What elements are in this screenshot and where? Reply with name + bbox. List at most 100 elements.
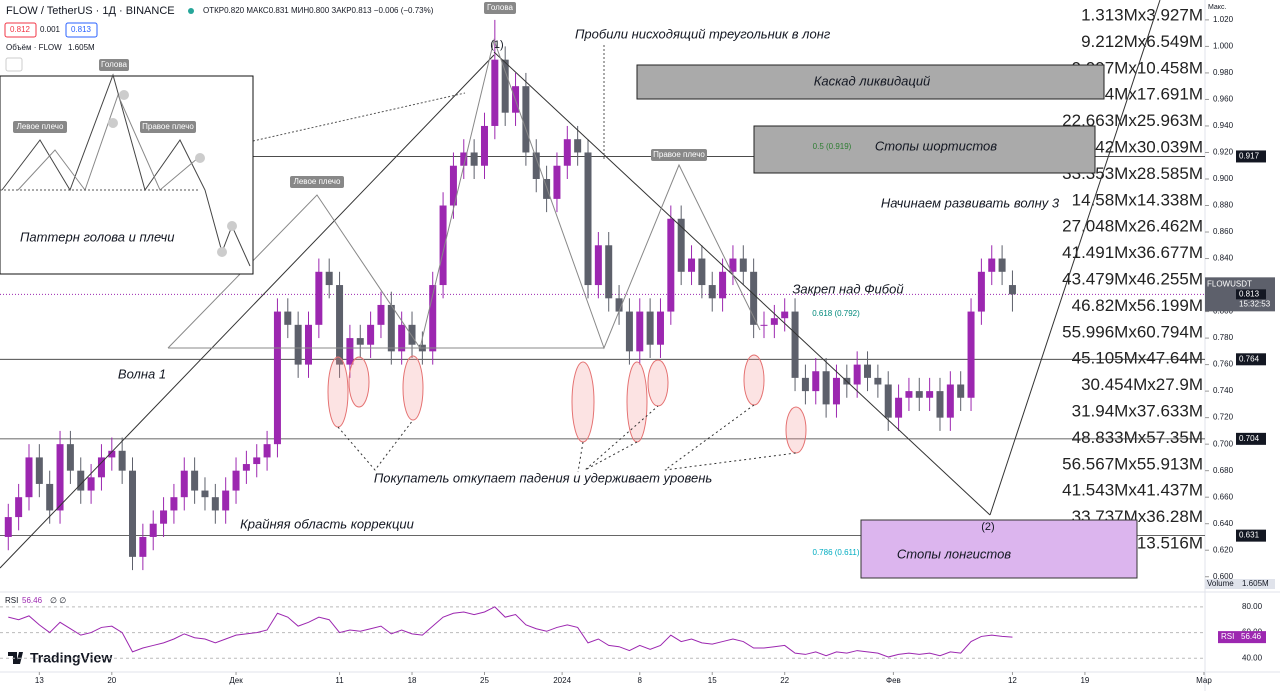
annotation-tag: Голова: [487, 3, 513, 12]
candle-body: [636, 311, 644, 352]
triangle-line: [493, 51, 991, 516]
fib-label: 0.786 (0.611): [813, 548, 860, 557]
candle-body: [398, 324, 406, 352]
volume-profile-label: 43.479Mx46.255M: [1062, 269, 1203, 288]
y-tick-label: 0.960: [1213, 95, 1234, 104]
candle-body: [905, 391, 913, 398]
pointer-line: [252, 92, 466, 142]
tag-bg: [99, 59, 129, 71]
rsi-value: 56.46: [22, 596, 43, 605]
dot: [108, 118, 118, 128]
volume-label: Объём · FLOW: [6, 43, 62, 52]
bid-box[interactable]: [4, 22, 37, 38]
candle-body: [232, 470, 240, 491]
ellipse: [327, 356, 349, 428]
tag-bg: [140, 121, 196, 133]
candle-body: [760, 324, 768, 326]
level-badge: [1236, 150, 1266, 163]
fib-label: 0.618 (0.792): [812, 309, 860, 318]
y-tick-label: 0.720: [1213, 413, 1234, 422]
volume-profile-label: 34.742Mx30.039M: [1062, 137, 1203, 156]
ellipse: [626, 361, 648, 443]
candle-body: [801, 377, 809, 392]
candle-body: [998, 258, 1006, 272]
candle-body: [884, 384, 892, 418]
candle-body: [325, 271, 333, 286]
long-stops-box: [860, 519, 1138, 579]
y-tick-label: 0.940: [1213, 121, 1234, 130]
level-label: 0.631: [1239, 531, 1260, 540]
candle-body: [139, 536, 147, 557]
volume-axis-label: Volume: [1207, 579, 1234, 588]
x-tick-label: Дек: [229, 676, 243, 685]
volume-profile-label: 45.105Mx47.64M: [1072, 349, 1203, 368]
x-tick-label: 15: [708, 676, 717, 685]
candle-body: [429, 285, 437, 352]
rsi-line: [8, 606, 1013, 658]
candles: [4, 19, 1016, 571]
inset-label: Левое плечо: [17, 122, 64, 131]
x-tick-label: 13: [35, 676, 44, 685]
candle-body: [160, 510, 168, 524]
candle-body: [770, 318, 778, 325]
annotation: Начинаем развивать волну 3: [881, 195, 1060, 210]
annotation: Стопы лонгистов: [897, 546, 1011, 561]
candle-body: [1008, 285, 1016, 295]
x-tick-label: Мар: [1196, 676, 1212, 685]
candle-body: [118, 450, 126, 471]
rsi-badge: [1218, 631, 1266, 644]
rsi-tick-label: 80.00: [1242, 602, 1263, 611]
ask-box[interactable]: [65, 22, 98, 38]
candle-body: [35, 457, 43, 484]
candle-body: [211, 497, 219, 511]
candle-body: [201, 490, 209, 498]
y-tick-label: 0.980: [1213, 68, 1234, 77]
annotation: Покупатель откупает падения и удерживает…: [374, 470, 713, 485]
level-label: 0.704: [1239, 434, 1260, 443]
y-tick-label: 0.840: [1213, 254, 1234, 263]
y-tick-label: 0.780: [1213, 333, 1234, 342]
tag-bg: [13, 121, 67, 133]
y-tick-label: 0.760: [1213, 360, 1234, 369]
y-tick-label: 0.860: [1213, 227, 1234, 236]
x-tick-label: 18: [408, 676, 417, 685]
x-tick-label: 2024: [553, 676, 571, 685]
volume-profile-label: 22.663Mx25.963M: [1062, 111, 1203, 130]
candle-body: [719, 271, 727, 299]
level-badge: [1236, 432, 1266, 445]
drawings: [0, 0, 1161, 579]
candle-body: [812, 371, 820, 392]
candle-body: [25, 457, 33, 498]
candle-body: [615, 298, 623, 312]
candle-body: [646, 311, 654, 345]
inset-label: Голова: [101, 60, 127, 69]
candle-body: [77, 470, 85, 491]
candle-body: [87, 477, 95, 491]
volume-profile-label: 1.313Mx3.927M: [1081, 5, 1203, 24]
y-tick-label: 0.600: [1213, 572, 1234, 581]
y-tick-label: 0.660: [1213, 492, 1234, 501]
candle-body: [946, 384, 954, 418]
candle-body: [667, 218, 675, 312]
candle-body: [284, 311, 292, 325]
spread: 0.001: [40, 25, 61, 34]
ellipse: [743, 354, 765, 406]
x-tick-label: 19: [1080, 676, 1089, 685]
candle-body: [46, 483, 54, 511]
candle-body: [108, 450, 116, 458]
tag-bg: [290, 176, 344, 188]
level-label: 0.917: [1239, 152, 1260, 161]
liquidation-box: [636, 64, 1105, 100]
candle-body: [97, 457, 105, 478]
candle-body: [822, 371, 830, 405]
candle-body: [574, 139, 582, 153]
candle-body: [460, 152, 468, 166]
candle-body: [832, 377, 840, 405]
collapse-button[interactable]: [5, 57, 23, 72]
candle-body: [543, 178, 551, 199]
last-price-time: 15:32:53: [1239, 299, 1271, 308]
candle-body: [66, 444, 74, 471]
